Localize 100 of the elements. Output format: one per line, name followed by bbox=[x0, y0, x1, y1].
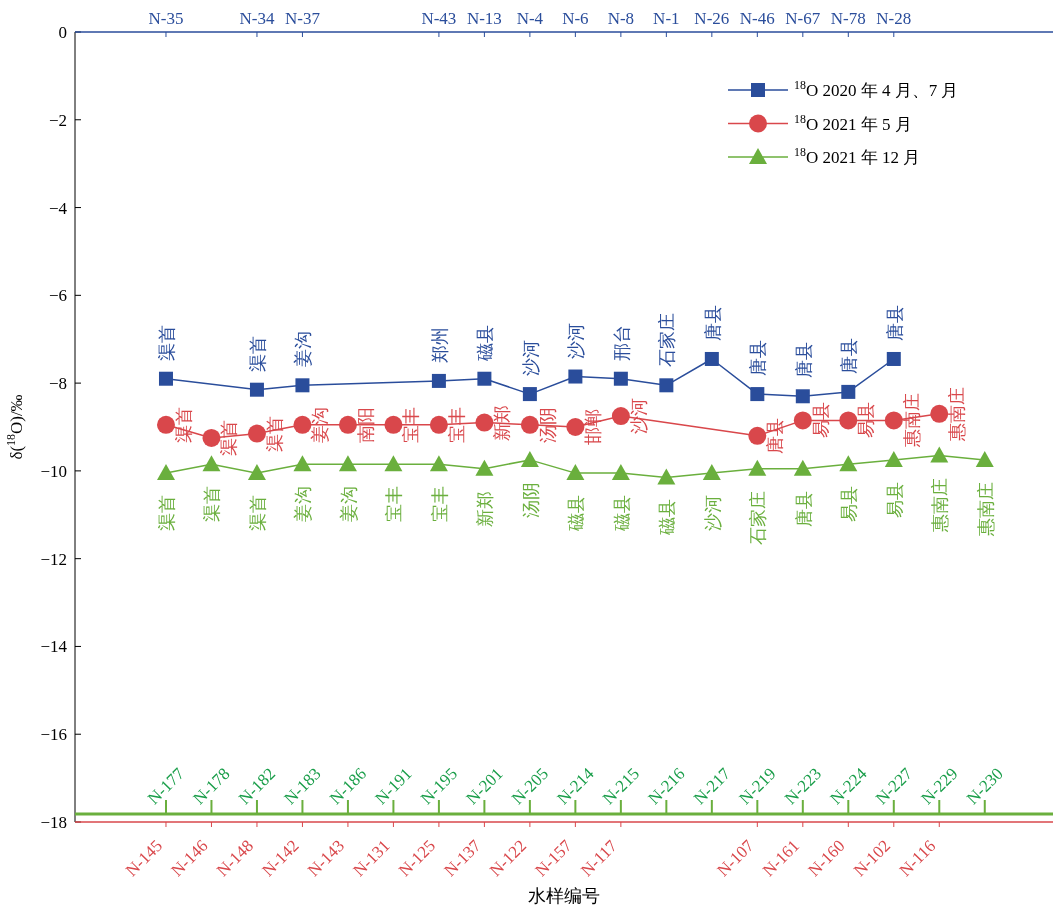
data-label: 磁县 bbox=[611, 495, 632, 533]
point bbox=[295, 378, 310, 393]
data-label: 唐县 bbox=[702, 304, 723, 341]
data-label: 惠南庄 bbox=[901, 393, 922, 449]
data-label: 易县 bbox=[884, 481, 905, 518]
text: N-35 bbox=[148, 9, 184, 28]
point bbox=[158, 371, 173, 386]
point bbox=[384, 415, 403, 434]
data-label: 沙河 bbox=[566, 322, 587, 359]
point bbox=[156, 415, 175, 434]
data-label: 南阳 bbox=[355, 406, 376, 443]
data-label: 宝丰 bbox=[384, 486, 405, 523]
point bbox=[156, 464, 175, 481]
point bbox=[520, 415, 539, 434]
point bbox=[338, 415, 357, 434]
point bbox=[613, 371, 628, 386]
point bbox=[930, 446, 949, 463]
text: N-4 bbox=[516, 9, 544, 28]
legend-label: $^{18}$O 2021 年 5 月 bbox=[794, 111, 912, 134]
data-label: 姜沟 bbox=[293, 486, 314, 523]
point bbox=[884, 450, 903, 467]
y-tick-label: −8 bbox=[48, 374, 67, 394]
point bbox=[522, 387, 537, 402]
point bbox=[748, 426, 767, 445]
data-label: 汤阴 bbox=[537, 406, 558, 443]
y-tick-label: −10 bbox=[40, 461, 67, 481]
point bbox=[611, 407, 630, 426]
data-label: 姜沟 bbox=[293, 331, 314, 368]
data-label: 沙河 bbox=[702, 495, 723, 532]
text: N-34 bbox=[239, 9, 275, 28]
point bbox=[930, 404, 949, 423]
legend-label: $^{18}$O 2020 年 4 月、7 月 bbox=[794, 78, 959, 100]
point bbox=[338, 455, 357, 472]
data-label: 邢台 bbox=[611, 324, 632, 361]
point bbox=[702, 464, 721, 481]
point bbox=[748, 459, 767, 476]
point bbox=[886, 351, 901, 366]
point bbox=[659, 378, 674, 393]
data-label: 姜沟 bbox=[338, 486, 359, 523]
data-label: 宝丰 bbox=[446, 406, 467, 443]
data-label: 磁县 bbox=[657, 499, 678, 537]
y-tick-label: −2 bbox=[48, 110, 67, 130]
data-label: 渠首 bbox=[156, 495, 177, 532]
point bbox=[431, 373, 446, 388]
text: N-6 bbox=[562, 9, 589, 28]
text: N-43 bbox=[421, 9, 457, 28]
data-label: 石家庄 bbox=[748, 490, 769, 545]
point bbox=[475, 413, 494, 432]
point bbox=[568, 369, 583, 384]
data-label: 唐县 bbox=[839, 337, 860, 374]
y-tick-label: −4 bbox=[48, 198, 68, 218]
point bbox=[202, 428, 221, 447]
point bbox=[566, 418, 585, 436]
data-label: 易县 bbox=[856, 402, 877, 439]
text: N-13 bbox=[466, 9, 502, 28]
point bbox=[520, 450, 539, 467]
point bbox=[293, 415, 312, 434]
data-label: 渠首 bbox=[247, 335, 268, 372]
data-label: 唐县 bbox=[793, 342, 814, 379]
text: N-46 bbox=[739, 9, 775, 28]
data-label: 沙河 bbox=[628, 398, 649, 435]
data-label: 渠首 bbox=[247, 495, 268, 532]
data-label: 渠首 bbox=[219, 419, 240, 456]
point bbox=[975, 450, 994, 467]
point bbox=[429, 455, 448, 472]
point bbox=[793, 411, 812, 430]
point bbox=[384, 455, 403, 472]
point bbox=[657, 468, 676, 485]
point bbox=[704, 351, 719, 366]
y-tick-label: −14 bbox=[40, 637, 68, 657]
data-label: 磁县 bbox=[566, 495, 587, 533]
legend-label: $^{18}$O 2021 年 12 月 bbox=[794, 145, 921, 167]
point bbox=[249, 382, 264, 397]
data-label: 石家庄 bbox=[657, 313, 678, 368]
data-label: 渠首 bbox=[202, 486, 223, 523]
point bbox=[247, 424, 266, 443]
text: N-67 bbox=[785, 9, 821, 28]
point bbox=[477, 371, 492, 386]
point bbox=[750, 387, 765, 402]
text: N-28 bbox=[876, 9, 912, 28]
data-label: 唐县 bbox=[748, 340, 769, 377]
text: N-26 bbox=[694, 9, 730, 28]
y-tick-label: −6 bbox=[48, 286, 67, 306]
data-label: 惠南庄 bbox=[975, 481, 996, 537]
data-label: 易县 bbox=[810, 402, 831, 439]
point bbox=[884, 411, 903, 430]
data-label: 宝丰 bbox=[401, 406, 422, 443]
data-label: 磁县 bbox=[475, 324, 496, 362]
data-label: 唐县 bbox=[884, 304, 905, 341]
point bbox=[293, 455, 312, 472]
text: N-78 bbox=[830, 9, 866, 28]
x-axis-title: 水样编号 bbox=[528, 886, 600, 906]
point bbox=[611, 464, 630, 481]
data-label: 渠首 bbox=[264, 415, 285, 452]
y-tick-label: −12 bbox=[40, 549, 67, 569]
point bbox=[202, 455, 221, 472]
point bbox=[841, 384, 856, 399]
point bbox=[429, 415, 448, 434]
point bbox=[793, 459, 812, 476]
y-tick-label: −18 bbox=[40, 813, 67, 832]
